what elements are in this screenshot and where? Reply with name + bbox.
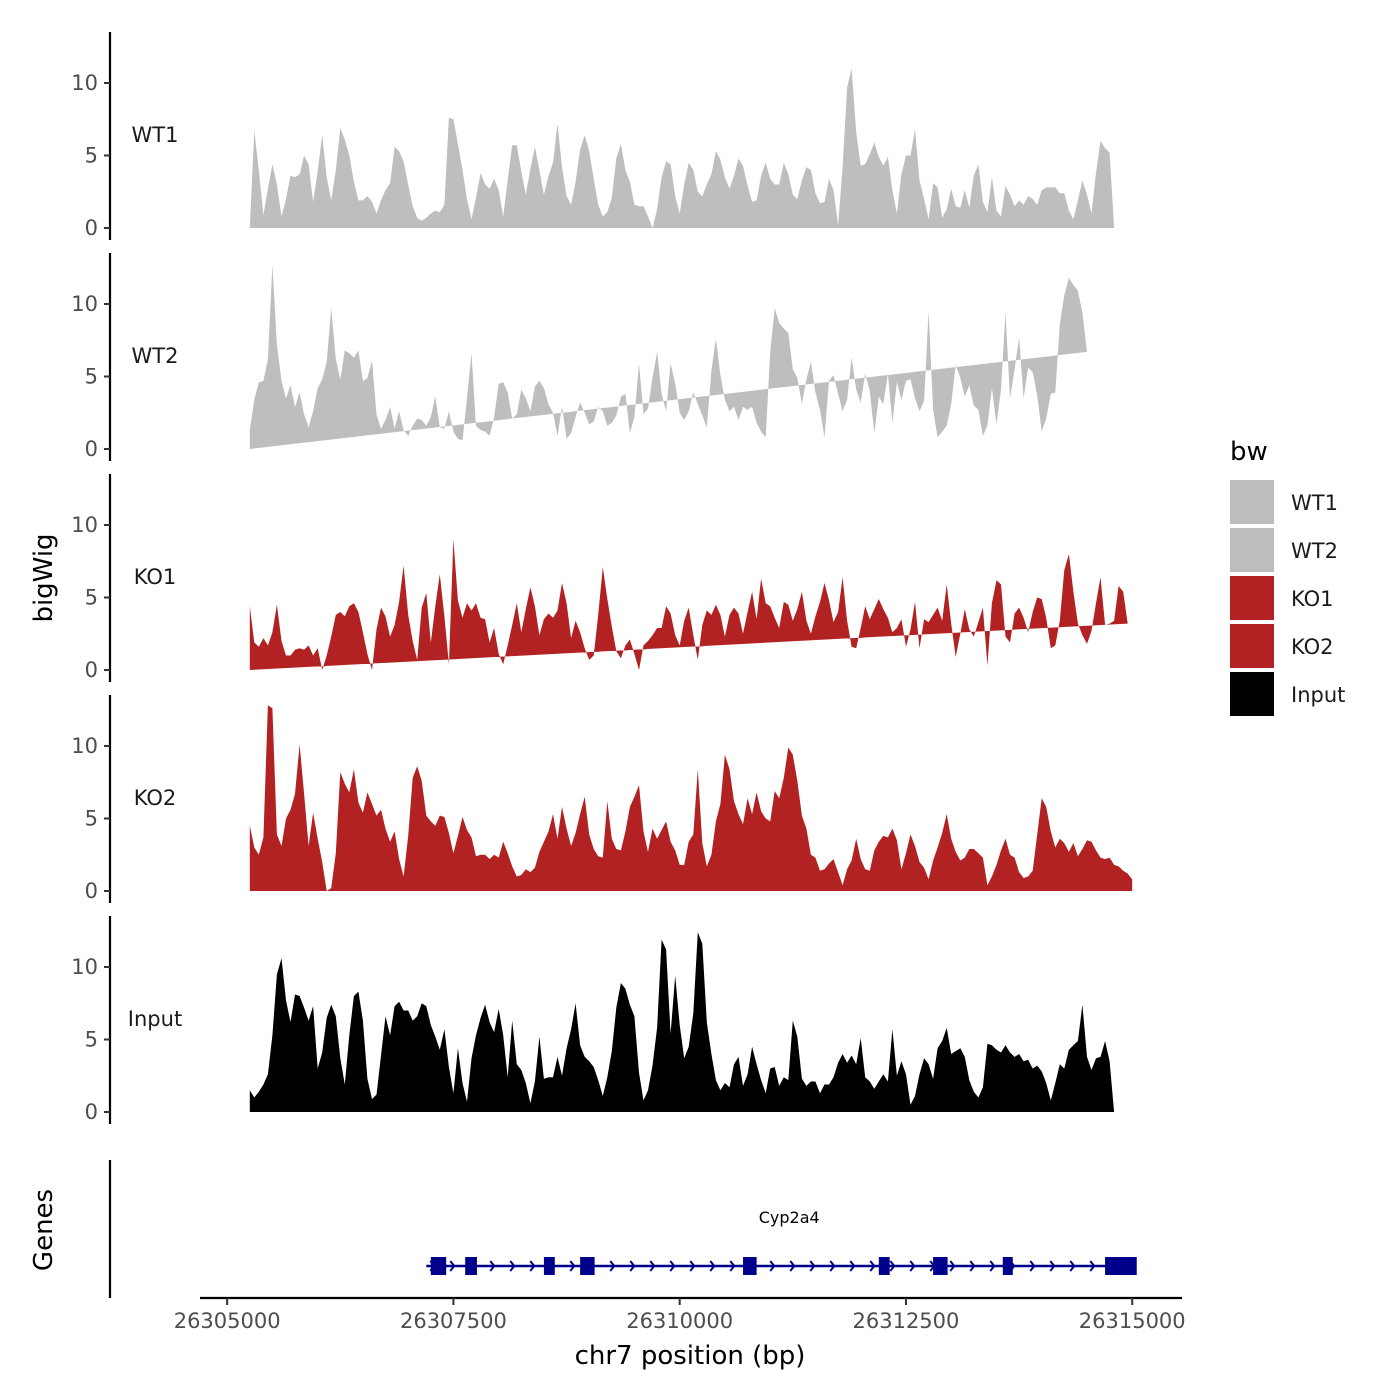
y-tick-label: 5 — [85, 807, 98, 831]
strand-arrow — [869, 1260, 876, 1272]
coverage-area-wt2 — [249, 264, 1088, 449]
legend-label: WT2 — [1291, 539, 1338, 563]
strand-arrow — [849, 1260, 856, 1272]
legend-key-wt2 — [1230, 528, 1274, 572]
track-wt2: 0 5 10 WT2 — [71, 253, 1088, 461]
strand-arrow — [1049, 1260, 1056, 1272]
x-tick-label: 26315000 — [1079, 1309, 1186, 1333]
strand-arrow — [669, 1260, 676, 1272]
strand-arrow — [449, 1260, 456, 1272]
exon — [933, 1257, 948, 1275]
strand-arrow — [969, 1260, 976, 1272]
track-label: WT2 — [132, 344, 179, 368]
strand-arrow — [529, 1260, 536, 1272]
strand-arrow — [809, 1260, 816, 1272]
strand-arrow — [949, 1260, 956, 1272]
genes-panel: Cyp2a4 — [108, 1160, 1137, 1298]
y-tick-label: 10 — [71, 513, 98, 537]
track-ko1: 0 5 10 KO1 — [71, 474, 1128, 682]
y-axis-title: bigWig — [29, 533, 59, 622]
gene-cyp2a4: Cyp2a4 — [426, 1208, 1137, 1275]
exon — [543, 1257, 555, 1275]
exon — [430, 1257, 447, 1275]
coverage-area-input — [249, 932, 1115, 1112]
track-ko2: 0 5 10 KO2 — [71, 695, 1133, 903]
coverage-area-ko1 — [249, 539, 1128, 670]
coverage-area-wt1 — [249, 68, 1115, 228]
legend-key-wt1 — [1230, 480, 1274, 524]
legend: bw WT1 WT2 KO1 KO2 Input — [1230, 437, 1345, 716]
y-tick-label: 5 — [85, 144, 98, 168]
y-tick-label: 0 — [85, 216, 98, 240]
track-label: WT1 — [132, 123, 179, 147]
track-wt1: 0 5 10 WT1 — [71, 32, 1115, 240]
y-tick-label: 0 — [85, 1100, 98, 1124]
legend-label: KO2 — [1291, 635, 1334, 659]
strand-arrow — [1089, 1260, 1096, 1272]
strand-arrow — [649, 1260, 656, 1272]
legend-label: WT1 — [1291, 491, 1338, 515]
strand-arrow — [789, 1260, 796, 1272]
strand-arrow — [609, 1260, 616, 1272]
y-tick-label: 10 — [71, 292, 98, 316]
genes-axis-title: Genes — [29, 1189, 59, 1271]
strand-arrow — [1069, 1260, 1076, 1272]
x-axis-title: chr7 position (bp) — [575, 1341, 806, 1371]
legend-key-ko1 — [1230, 576, 1274, 620]
x-tick-label: 26305000 — [174, 1309, 281, 1333]
y-tick-label: 10 — [71, 71, 98, 95]
track-label: KO1 — [134, 565, 177, 589]
exon — [1105, 1257, 1137, 1275]
track-label: Input — [128, 1007, 182, 1031]
y-tick-label: 10 — [71, 734, 98, 758]
y-tick-label: 5 — [85, 1028, 98, 1052]
x-tick-label: 26307500 — [400, 1309, 507, 1333]
track-label: KO2 — [134, 786, 177, 810]
track-input: 0 5 10 Input — [71, 916, 1115, 1124]
exon — [743, 1257, 757, 1275]
strand-arrow — [729, 1260, 736, 1272]
legend-label: Input — [1291, 683, 1345, 707]
strand-arrow — [989, 1260, 996, 1272]
strand-arrow — [509, 1260, 516, 1272]
y-tick-label: 0 — [85, 658, 98, 682]
coverage-area-ko2 — [249, 705, 1133, 891]
strand-arrow — [769, 1260, 776, 1272]
x-tick-label: 26312500 — [853, 1309, 960, 1333]
y-tick-label: 5 — [85, 365, 98, 389]
exon — [465, 1257, 477, 1275]
strand-arrow — [829, 1260, 836, 1272]
strand-arrow — [909, 1260, 916, 1272]
gene-label: Cyp2a4 — [759, 1208, 820, 1227]
strand-arrow — [689, 1260, 696, 1272]
exon — [580, 1257, 595, 1275]
x-tick-label: 26310000 — [626, 1309, 733, 1333]
y-tick-label: 0 — [85, 879, 98, 903]
y-tick-label: 5 — [85, 586, 98, 610]
coverage-tracks: 0 5 10 WT1 0 5 10 WT2 0 5 10 KO1 0 5 10 KO2 0 5 10 Input — [71, 32, 1133, 1124]
y-tick-label: 0 — [85, 437, 98, 461]
strand-arrow — [1029, 1260, 1036, 1272]
strand-arrow — [489, 1260, 496, 1272]
strand-arrow — [889, 1260, 896, 1272]
legend-title: bw — [1230, 437, 1268, 467]
legend-key-input — [1230, 672, 1274, 716]
strand-arrow — [569, 1260, 576, 1272]
legend-label: KO1 — [1291, 587, 1334, 611]
exon — [878, 1257, 890, 1275]
strand-arrow — [709, 1260, 716, 1272]
exon — [1002, 1257, 1013, 1275]
x-axis: 26305000 26307500 26310000 26312500 26315000 — [174, 1296, 1186, 1333]
strand-arrow — [629, 1260, 636, 1272]
legend-key-ko2 — [1230, 624, 1274, 668]
y-tick-label: 10 — [71, 955, 98, 979]
